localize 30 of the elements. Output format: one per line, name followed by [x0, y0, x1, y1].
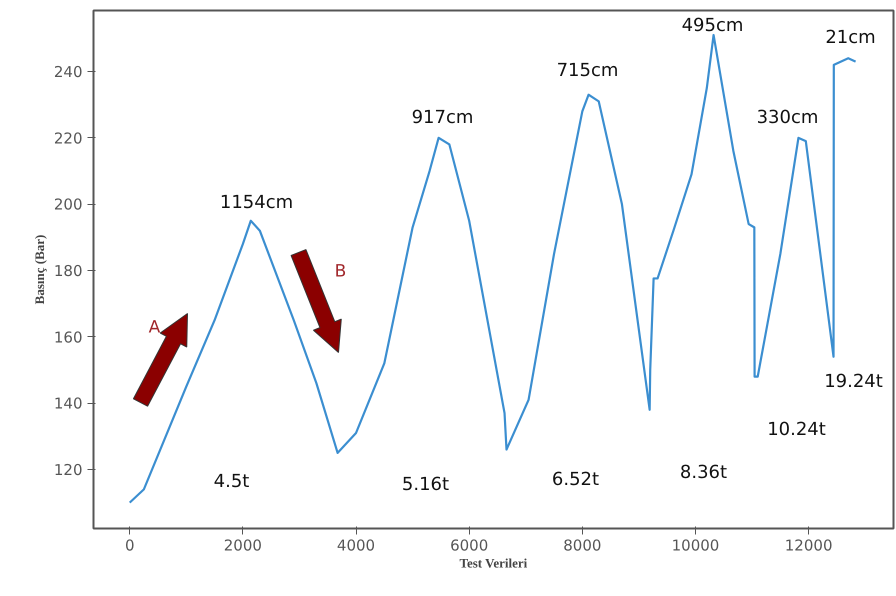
annotation: 330cm	[756, 107, 818, 128]
y-tick-label: 240	[54, 63, 83, 82]
x-tick-label: 4000	[336, 536, 376, 554]
x-tick-label: 0	[124, 536, 134, 554]
x-tick-label: 12000	[784, 536, 832, 554]
annotation: 917cm	[412, 107, 474, 128]
x-axis-title: Test Verileri	[460, 556, 528, 570]
y-tick-label: 120	[54, 460, 83, 479]
annotation: A	[148, 318, 161, 338]
annotation: 1154cm	[220, 192, 294, 213]
annotation: 5.16t	[402, 474, 450, 495]
annotation: 19.24t	[824, 371, 883, 392]
y-tick-label: 160	[54, 328, 83, 346]
annotation: 6.52t	[552, 469, 600, 490]
x-tick-label: 8000	[563, 536, 602, 554]
y-tick-label: 220	[54, 129, 83, 148]
annotation: 4.5t	[214, 471, 250, 492]
y-axis-title: Basınç (Bar)	[32, 234, 47, 304]
x-tick-label: 6000	[450, 536, 488, 554]
annotation: 715cm	[556, 60, 618, 81]
y-tick-label: 140	[54, 394, 83, 413]
annotation: B	[334, 262, 346, 282]
x-tick-label: 2000	[224, 536, 262, 554]
x-tick-label: 10000	[672, 536, 720, 554]
annotation: 8.36t	[680, 462, 728, 483]
annotation: 21cm	[825, 27, 876, 48]
y-tick-label: 180	[54, 262, 83, 280]
annotation: 10.24t	[767, 419, 826, 440]
y-tick-label: 200	[54, 196, 83, 214]
annotation: 495cm	[682, 15, 744, 36]
